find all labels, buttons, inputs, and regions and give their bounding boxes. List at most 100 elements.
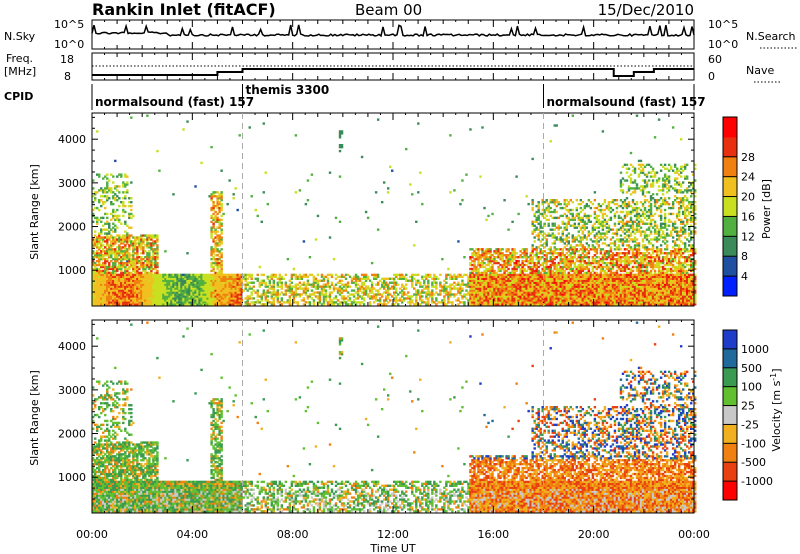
power-cell bbox=[572, 209, 574, 211]
power-cell bbox=[531, 158, 533, 160]
power-cell bbox=[313, 299, 315, 301]
power-cell bbox=[98, 173, 100, 175]
power-cell bbox=[156, 150, 158, 152]
power-cell bbox=[341, 130, 343, 132]
power-cell bbox=[126, 175, 128, 177]
power-cell bbox=[194, 185, 196, 187]
power-cell bbox=[568, 240, 570, 242]
cpid-segment-label: themis 3300 bbox=[246, 83, 330, 97]
power-cell bbox=[588, 244, 590, 246]
power-cell bbox=[558, 232, 560, 234]
power-cell bbox=[234, 187, 236, 189]
power-cell bbox=[513, 248, 515, 250]
power-cell bbox=[461, 199, 463, 201]
frequency-panel: Freq. [MHz] 18 8 60 0 Nave bbox=[4, 52, 780, 83]
power-cell bbox=[339, 150, 341, 152]
power-cell bbox=[182, 128, 184, 130]
power-cell bbox=[533, 240, 535, 242]
power-cell bbox=[295, 191, 297, 193]
power-cell bbox=[525, 195, 527, 197]
power-cell bbox=[283, 278, 285, 280]
power-cell bbox=[261, 221, 263, 223]
power-cell bbox=[560, 203, 562, 205]
power-cell bbox=[112, 175, 114, 177]
power-cell bbox=[550, 207, 552, 209]
power-cell bbox=[112, 181, 114, 183]
power-cell bbox=[515, 175, 517, 177]
power-cell bbox=[130, 227, 132, 229]
power-cell bbox=[220, 236, 222, 238]
power-cell bbox=[377, 118, 379, 120]
power-cell bbox=[548, 223, 550, 225]
power-cell bbox=[345, 278, 347, 280]
power-cell bbox=[102, 217, 104, 219]
power-cell bbox=[485, 219, 487, 221]
power-cell bbox=[461, 179, 463, 181]
power-cell bbox=[415, 221, 417, 223]
power-cell bbox=[232, 193, 234, 195]
power-cell bbox=[407, 291, 409, 293]
power-cell bbox=[531, 244, 533, 246]
power-cell bbox=[263, 274, 265, 276]
power-cell bbox=[100, 221, 102, 223]
power-cell bbox=[435, 297, 437, 299]
power-cell bbox=[417, 191, 419, 193]
power-cell bbox=[405, 148, 407, 150]
noise-left-tick-bottom: 10^0 bbox=[54, 38, 84, 51]
power-cell bbox=[220, 260, 222, 262]
power-cell bbox=[106, 217, 108, 219]
station-title: Rankin Inlet (fitACF) bbox=[92, 0, 276, 19]
power-cell bbox=[572, 201, 574, 203]
power-cell bbox=[108, 197, 110, 199]
power-cell bbox=[371, 282, 373, 284]
power-cell bbox=[550, 246, 552, 248]
power-cell bbox=[309, 301, 311, 303]
power-cell bbox=[126, 189, 128, 191]
power-cell bbox=[537, 201, 539, 203]
power-cell bbox=[503, 199, 505, 201]
power-cell bbox=[249, 126, 251, 128]
power-cell bbox=[429, 274, 431, 276]
power-cell bbox=[238, 134, 240, 136]
power-cell bbox=[108, 179, 110, 181]
power-cell bbox=[341, 144, 343, 146]
power-cell bbox=[104, 207, 106, 209]
power-cell bbox=[481, 126, 483, 128]
power-cell bbox=[383, 181, 385, 183]
power-cell bbox=[293, 268, 295, 270]
power-cell bbox=[220, 252, 222, 254]
power-cell bbox=[377, 228, 379, 230]
power-cell bbox=[421, 203, 423, 205]
power-cell bbox=[387, 191, 389, 193]
power-cell bbox=[130, 209, 132, 211]
power-cell bbox=[120, 223, 122, 225]
power-cell bbox=[389, 299, 391, 301]
power-cell bbox=[124, 211, 126, 213]
power-cell bbox=[200, 162, 202, 164]
power-cell bbox=[377, 274, 379, 276]
power-cell bbox=[124, 205, 126, 207]
power-cell bbox=[367, 276, 369, 278]
power-cell bbox=[253, 282, 255, 284]
power-cell bbox=[441, 258, 443, 260]
power-cell bbox=[116, 209, 118, 211]
power-cell bbox=[257, 289, 259, 291]
power-cell bbox=[130, 201, 132, 203]
noise-left-label: N.Sky bbox=[4, 30, 36, 43]
power-cell bbox=[479, 175, 481, 177]
power-cell bbox=[381, 201, 383, 203]
power-cell bbox=[265, 282, 267, 284]
power-cell bbox=[267, 203, 269, 205]
power-cell bbox=[118, 197, 120, 199]
power-cell bbox=[341, 280, 343, 282]
power-cell bbox=[285, 274, 287, 276]
power-cell bbox=[253, 297, 255, 299]
power-cell bbox=[257, 274, 259, 276]
power-cell bbox=[556, 124, 558, 126]
power-cell bbox=[463, 301, 465, 303]
power-cell bbox=[236, 209, 238, 211]
power-cell bbox=[94, 230, 96, 232]
power-cell bbox=[437, 278, 439, 280]
power-cell bbox=[427, 280, 429, 282]
